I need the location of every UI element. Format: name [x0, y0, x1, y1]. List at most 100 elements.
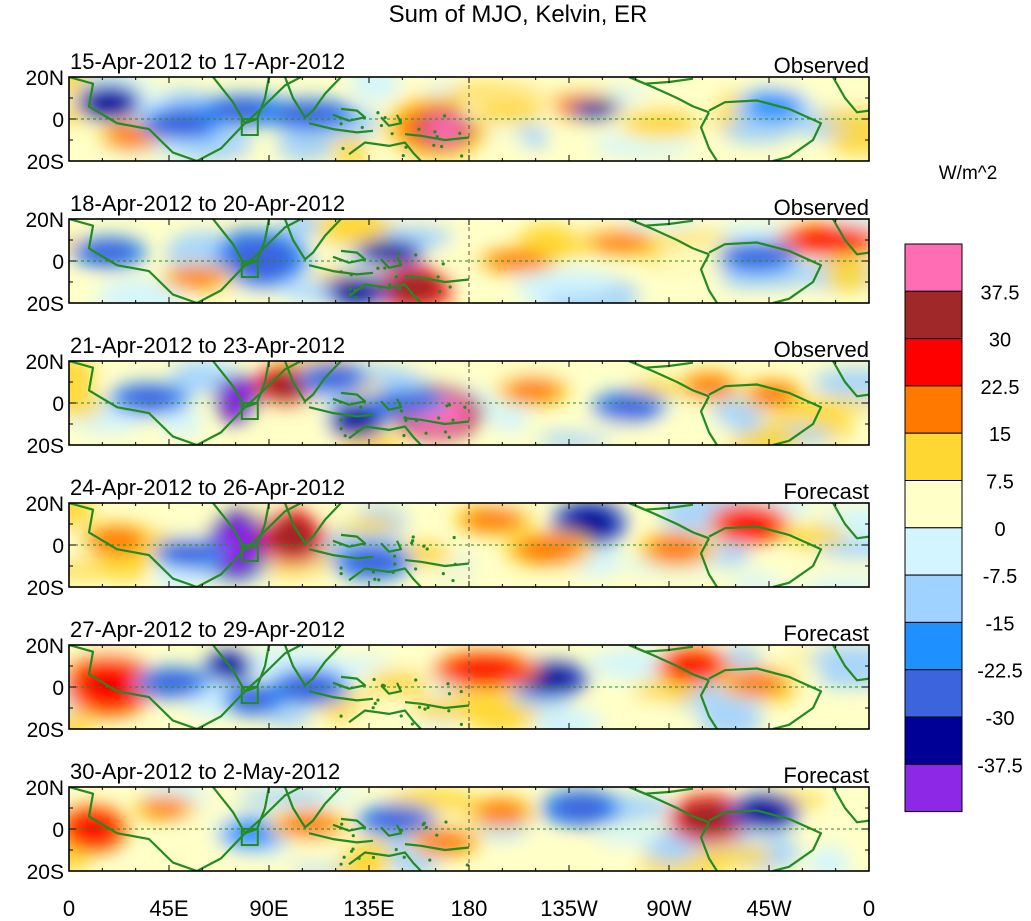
anomaly-core [227, 237, 295, 282]
coastline-segment [308, 832, 374, 844]
coastline-segment [708, 99, 823, 161]
anomaly-core [81, 240, 137, 265]
island [393, 562, 397, 566]
anomaly-blob [437, 562, 487, 587]
anomaly-blob [823, 255, 869, 292]
anomaly-blob [519, 844, 585, 871]
coastline-segment [332, 675, 367, 690]
coastline-segment [699, 253, 718, 303]
panel-type-label: Forecast [783, 621, 869, 646]
island [349, 273, 353, 277]
anomaly-blob [276, 127, 335, 161]
colorbar-swatch [904, 574, 963, 623]
longitude-label: 135E [343, 896, 394, 921]
latitude-label: 20N [25, 67, 64, 90]
anomaly-blob [812, 368, 869, 398]
island [404, 418, 408, 423]
latitude-label: 20N [25, 209, 64, 232]
island [428, 858, 432, 862]
colorbar-swatch [904, 432, 963, 482]
coastline-segment [628, 787, 694, 795]
latitude-label: 0 [52, 677, 64, 700]
island [383, 116, 387, 120]
coastline-segment [348, 567, 422, 587]
colorbar-swatch [904, 669, 963, 718]
map-panel: 20N 0 20S 27-Apr-2012 to 29-Apr-2012 Forecas… [25, 617, 870, 742]
coastline-segment [283, 361, 342, 403]
island [339, 122, 343, 126]
colorbar-label: -30 [986, 708, 1015, 730]
colorbar-unit: W/m^2 [939, 163, 998, 184]
coastline-segment [699, 111, 718, 161]
island [381, 683, 385, 687]
coastline-segment [832, 645, 869, 682]
panel-date-range: 18-Apr-2012 to 20-Apr-2012 [70, 191, 345, 216]
island [414, 253, 418, 257]
island [353, 288, 357, 292]
coastline-segment [832, 787, 869, 824]
island [349, 292, 353, 296]
island [397, 287, 402, 291]
map-panel: 20N 0 20S 18-Apr-2012 to 20-Apr-2012 Observe… [25, 191, 870, 316]
island [453, 562, 457, 567]
coastlines [69, 645, 869, 729]
colorbar-label: -15 [986, 613, 1015, 635]
coastline-segment [404, 275, 470, 284]
latitude-label: 20S [27, 719, 64, 742]
coastline-segment [832, 219, 869, 256]
colorbar-label: 22.5 [981, 377, 1020, 399]
island [452, 535, 456, 540]
island [339, 862, 343, 866]
anomaly-core [445, 656, 525, 685]
island [448, 285, 452, 289]
anomaly-core [169, 267, 225, 288]
island [392, 554, 397, 558]
coastline-segment [69, 219, 302, 303]
olr-anomaly-field [69, 503, 869, 587]
island [388, 283, 392, 287]
coastline-segment [283, 77, 342, 119]
coastline-segment [708, 809, 823, 871]
colorbar-label: 30 [989, 330, 1011, 352]
coastline-segment [212, 645, 271, 693]
panel-date-range: 27-Apr-2012 to 29-Apr-2012 [70, 617, 345, 642]
anomaly-blob [531, 708, 604, 729]
coastline-segment [332, 107, 367, 122]
anomaly-core [141, 798, 189, 818]
island [435, 833, 439, 837]
colorbar-label: -7.5 [983, 566, 1017, 588]
anomaly-blob [585, 696, 664, 716]
island [445, 404, 449, 408]
coastline-segment [332, 249, 367, 264]
island [443, 430, 448, 434]
island [349, 849, 354, 853]
anomaly-core [89, 526, 145, 555]
panel-type-label: Forecast [783, 479, 869, 504]
colorbar: 37.5 30 22.5 15 7.5 0 -7.5 -15 -22.5 -30 -37.5 [904, 243, 1023, 813]
anomaly-core [745, 92, 801, 121]
longitude-label: 0 [63, 896, 75, 921]
coastline-segment [308, 690, 374, 702]
island [379, 123, 384, 128]
anomaly-core [665, 652, 721, 680]
coastline-segment [212, 787, 271, 835]
coastline-segment [699, 821, 718, 871]
anomaly-blob [169, 362, 224, 395]
olr-anomaly-field [69, 361, 869, 445]
anomaly-blob [807, 845, 850, 871]
latitude-label: 20S [27, 861, 64, 884]
island [340, 822, 344, 826]
colorbar-label: 37.5 [981, 282, 1020, 304]
panel-type-label: Observed [774, 195, 869, 220]
longitude-label: 180 [451, 896, 488, 921]
island [421, 822, 425, 827]
colorbar-swatch [904, 527, 963, 576]
anomaly-core [363, 242, 415, 263]
anomaly-core [485, 251, 549, 271]
coastline-segment [404, 559, 470, 568]
anomaly-blob [816, 540, 869, 560]
coastline-segment [832, 361, 869, 398]
anomaly-core [621, 109, 701, 138]
island [424, 825, 428, 830]
